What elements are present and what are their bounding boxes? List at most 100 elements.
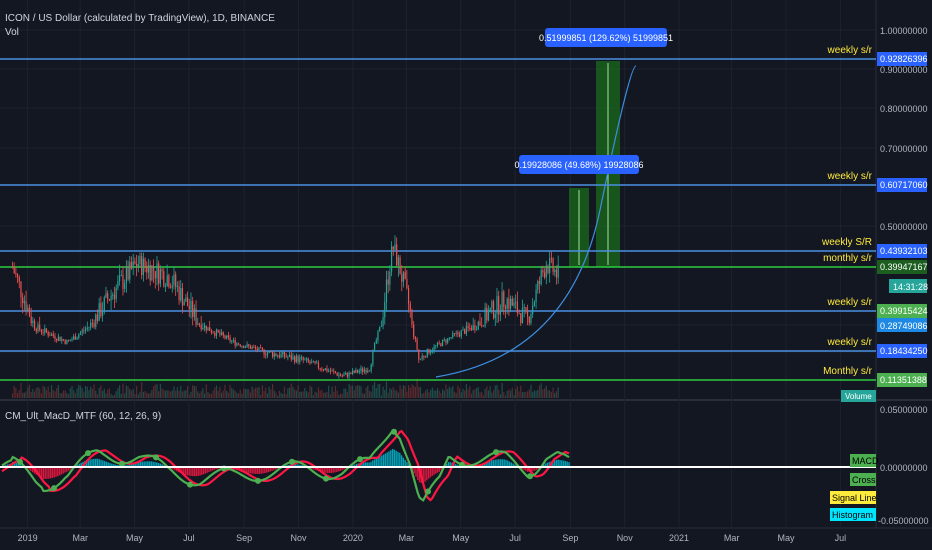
macd-histogram-bar [206,467,208,473]
volume-bar [414,386,416,398]
volume-bar [117,388,119,398]
volume-bar [62,390,65,398]
macd-cross-dot [187,481,193,488]
volume-bar [277,395,279,398]
candle-body [90,322,92,328]
macd-histogram-bar [40,467,43,478]
volume-bar [152,386,155,398]
candle-body [525,307,527,310]
volume-bar [455,392,457,398]
candle-body [115,287,117,299]
volume-indicator-label[interactable]: Vol [5,27,19,38]
volume-bar [440,393,442,398]
macd-histogram-bar [501,459,504,467]
price-tag-bg [877,304,927,318]
price-tick: 0.90000000 [880,65,928,75]
macd-histogram-bar [492,460,495,467]
volume-bar [549,390,551,398]
candle-body [23,301,25,304]
macd-histogram-bar [429,467,432,478]
candle-body [515,301,517,303]
price-axis-panel [876,0,932,550]
macd-histogram-bar [42,467,45,479]
volume-bar [105,393,107,398]
macd-histogram-bar [193,467,196,477]
price-tag-text: 0.39915424 [880,306,928,316]
macd-histogram-bar [377,457,379,467]
volume-bar [397,392,399,398]
volume-bar [314,391,316,398]
candle-body [496,296,498,315]
volume-bar [322,392,325,398]
candle-body [117,281,119,288]
volume-bar [124,393,126,398]
candle-body [271,351,274,357]
volume-bar [278,390,280,398]
volume-bar [192,385,194,398]
candle-body [458,334,461,337]
candle-body [52,334,54,336]
volume-bar [74,393,76,398]
candle-body [217,329,219,333]
volume-bar [423,392,425,398]
volume-bar [239,389,241,398]
macd-histogram-bar [447,462,450,467]
macd-histogram-bar [85,460,88,467]
volume-bar [387,392,389,398]
volume-bar [504,395,507,398]
candle-body [178,286,180,301]
candle-body [207,327,209,331]
macd-histogram-bar [114,464,117,467]
candle-body [418,349,420,360]
symbol-title[interactable]: ICON / US Dollar (calculated by TradingV… [5,13,275,24]
volume-bar [329,394,331,398]
candle-body [282,351,284,355]
candle-body [404,272,406,280]
macd-histogram-bar [161,464,163,467]
price-tag-bg [877,373,927,387]
volume-bar [186,386,189,398]
macd-histogram-bar [372,460,374,467]
macd-histogram-bar [148,461,151,467]
volume-bar [543,388,546,398]
candle-body [513,302,515,306]
candle-body [481,325,483,326]
measure-label-2[interactable]: 0.19928086 (49.68%) 19928086 [514,155,644,174]
price-axis[interactable]: 1.00000000 0.90000000 0.80000000 0.70000… [880,26,928,232]
volume-bar [508,389,510,398]
candle-body [66,339,68,344]
macd-legend-text: MACD [852,456,879,466]
macd-indicator-title[interactable]: CM_Ult_MacD_MTF (60, 12, 26, 9) [5,411,162,422]
macd-histogram-bar [246,467,248,473]
candle-body [69,340,71,342]
time-axis[interactable]: 2019 Mar May Jul Sep Nov 2020 Mar May Jul Sep Nov 20… [18,533,847,543]
candle-body [545,265,547,278]
macd-pane[interactable] [1,428,570,502]
candle-body [125,266,127,284]
candle-body [538,281,541,284]
macd-histogram-bar [343,467,345,470]
candle-body [518,312,520,314]
macd-cross-dot [323,475,329,482]
volume-bar [30,391,32,398]
macd-histogram-bar [546,462,549,467]
volume-bar [467,389,469,398]
candle-body [373,343,376,350]
volume-bar [45,390,48,398]
candle-body [401,274,403,282]
volume-bar [499,394,501,398]
measure-label-1[interactable]: 0.51999851 (129.62%) 51999851 [539,28,673,47]
candle-body [127,266,129,280]
macd-histogram-bar [370,461,372,467]
candle-body [110,295,112,301]
volume-bar [176,387,178,398]
measure-tool-2[interactable] [569,188,589,267]
parabolic-trend-curve[interactable] [435,65,637,378]
volume-bar [270,389,272,398]
macd-histogram-bar [44,467,46,479]
volume-bar [353,390,355,398]
volume-bar [516,386,518,398]
candle-body [158,263,160,284]
candle-body [414,336,416,339]
